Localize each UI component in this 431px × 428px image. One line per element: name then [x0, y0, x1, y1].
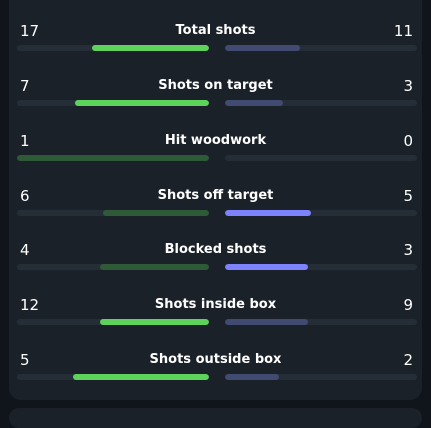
away-bar-fill	[225, 210, 312, 216]
home-value: 17	[20, 22, 40, 40]
away-bar-fill	[225, 100, 283, 106]
stat-row-hit-woodwork: 1 Hit woodwork 0	[0, 132, 431, 172]
away-bar-fill	[225, 45, 300, 51]
home-bar-track	[17, 45, 209, 51]
away-value: 11	[393, 22, 413, 40]
away-bar-track	[225, 45, 417, 51]
home-bar-track	[17, 374, 209, 380]
stat-label: Shots inside box	[154, 297, 277, 312]
stat-row-shots-on-target: 7 Shots on target 3	[0, 77, 431, 117]
stat-row-blocked-shots: 4 Blocked shots 3	[0, 241, 431, 281]
stat-label: Hit woodwork	[164, 133, 267, 148]
home-value: 5	[20, 351, 30, 369]
away-bar-track	[225, 155, 417, 161]
stat-row-shots-inside-box: 12 Shots inside box 9	[0, 296, 431, 336]
away-bar-track	[225, 210, 417, 216]
stat-row-total-shots: 17 Total shots 11	[0, 22, 431, 62]
home-value: 6	[20, 187, 30, 205]
home-bar-fill	[99, 264, 209, 270]
away-value: 0	[403, 132, 413, 150]
home-value: 7	[20, 77, 30, 95]
home-bar-track	[17, 210, 209, 216]
away-value: 3	[403, 241, 413, 259]
shots-stats-card	[9, 0, 422, 400]
home-bar-fill	[17, 155, 209, 161]
home-bar-fill	[103, 210, 209, 216]
home-bar-fill	[91, 45, 209, 51]
home-value: 4	[20, 241, 30, 259]
stat-label: Shots off target	[157, 188, 274, 203]
home-bar-track	[17, 100, 209, 106]
stat-row-shots-outside-box: 5 Shots outside box 2	[0, 351, 431, 391]
away-bar-track	[225, 264, 417, 270]
stat-label: Total shots	[175, 23, 256, 38]
home-bar-fill	[99, 319, 209, 325]
away-value: 5	[403, 187, 413, 205]
away-value: 9	[403, 296, 413, 314]
home-bar-track	[17, 264, 209, 270]
home-bar-fill	[72, 374, 209, 380]
away-bar-fill	[225, 319, 308, 325]
stat-label: Shots outside box	[149, 352, 282, 367]
away-bar-track	[225, 319, 417, 325]
stat-label: Blocked shots	[164, 242, 267, 257]
home-bar-track	[17, 319, 209, 325]
home-bar-fill	[74, 100, 209, 106]
next-stats-card	[9, 408, 422, 428]
away-bar-fill	[225, 264, 308, 270]
away-bar-track	[225, 100, 417, 106]
home-value: 12	[20, 296, 40, 314]
away-bar-fill	[225, 374, 279, 380]
home-bar-track	[17, 155, 209, 161]
away-value: 3	[403, 77, 413, 95]
home-value: 1	[20, 132, 30, 150]
stat-label: Shots on target	[158, 78, 273, 93]
away-value: 2	[403, 351, 413, 369]
stat-row-shots-off-target: 6 Shots off target 5	[0, 187, 431, 227]
away-bar-track	[225, 374, 417, 380]
